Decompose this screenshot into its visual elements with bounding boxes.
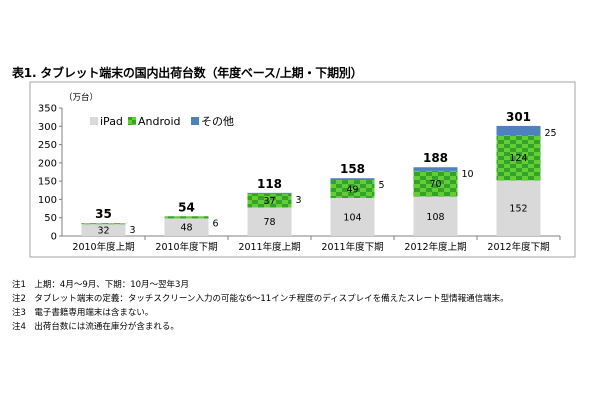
side-value-label: 25 [545,128,557,139]
y-tick-label: 0 [51,232,57,243]
legend-swatch [90,117,98,125]
bar-android [164,216,209,219]
legend-label: iPad [100,115,123,128]
footnote-1: 注1 上期：4月～9月、下期：10月～翌年3月 [12,280,189,290]
chart-frame [29,81,576,258]
bar-other [247,192,292,194]
y-tick-label: 150 [38,177,57,188]
bar-android [496,135,541,181]
bar-ipad [413,196,458,236]
footnote-3: 注3 電子書籍専用端末は含まない。 [12,308,154,318]
bar-android [81,223,126,225]
bar-ipad [81,224,126,236]
y-tick-label: 200 [38,158,57,169]
bar-other [330,178,375,181]
footnote-4: 注4 出荷台数には流通在庫分が含まれる。 [12,322,179,332]
android-value-label: 37 [263,196,275,207]
ipad-value-label: 108 [426,212,444,223]
legend-label: その他 [201,115,234,128]
total-value-label: 188 [423,151,448,165]
bar-ipad [247,207,292,236]
total-value-label: 158 [340,162,365,176]
side-value-label: 3 [130,225,136,236]
android-value-label: 124 [509,153,527,164]
side-value-label: 6 [213,218,219,229]
bar-ipad [496,180,541,236]
x-tick-label: 2011年度下期 [321,241,383,253]
bar-android [413,170,458,197]
legend-swatch [128,117,136,125]
y-tick-label: 350 [38,104,57,115]
total-value-label: 118 [257,177,282,191]
x-tick-label: 2012年度上期 [404,241,466,253]
stacked-bar-chart: （万台） 0 50 100 150 200 250 300 350 2010年度上期 2010年度下… [29,81,576,258]
android-value-label: 70 [429,179,441,190]
chart-title: 表1. タブレット端末の国内出荷台数（年度ベース/上期・下期別） [12,66,363,80]
ipad-value-label: 32 [97,226,109,237]
y-axis-unit-label: （万台） [64,92,98,103]
bar-ipad [164,218,209,236]
x-tick-label: 2011年度上期 [238,241,300,253]
ipad-value-label: 48 [180,223,192,234]
footnotes: 注1 上期：4月～9月、下期：10月～翌年3月 注2 タブレット端末の定義：タッ… [12,278,509,334]
ipad-value-label: 104 [343,212,361,223]
y-tick-label: 50 [44,213,57,224]
legend-label: Android [138,115,181,128]
y-tick-label: 250 [38,140,57,151]
footnote-2: 注2 タブレット端末の定義：タッチスクリーン入力の可能な6～11インチ程度のディ… [12,294,509,304]
bar-android [330,180,375,198]
side-value-label: 5 [379,180,385,191]
android-value-label: 49 [346,185,358,196]
side-value-label: 3 [296,195,302,206]
total-value-label: 54 [178,200,195,214]
x-tick-label: 2010年度上期 [72,241,134,253]
total-value-label: 35 [95,207,112,221]
bar-other [496,125,541,136]
y-tick-label: 300 [38,122,57,133]
y-tick-label: 100 [38,195,57,206]
ipad-value-label: 78 [263,217,275,228]
legend-swatch [191,117,199,125]
bar-ipad [330,197,375,236]
bar-other [413,167,458,171]
ipad-value-label: 152 [509,204,527,215]
bar-android [247,193,292,208]
x-tick-label: 2012年度下期 [487,241,549,253]
total-value-label: 301 [506,110,531,124]
x-tick-label: 2010年度下期 [155,241,217,253]
side-value-label: 10 [462,169,474,180]
